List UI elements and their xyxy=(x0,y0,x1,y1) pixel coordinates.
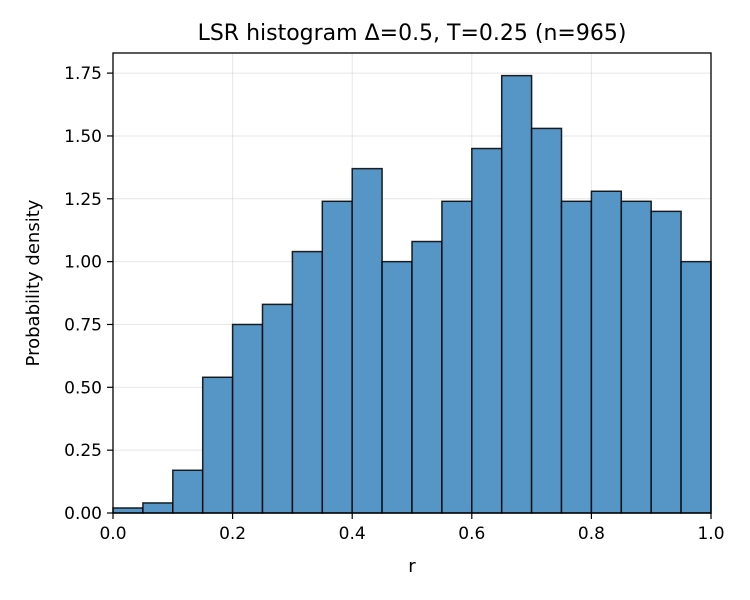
plot-frame xyxy=(112,52,712,514)
x-tick-label: 0.0 xyxy=(99,524,126,544)
histogram-bar xyxy=(291,250,324,514)
histogram-bar xyxy=(231,323,264,514)
y-tick-label: 1.75 xyxy=(64,64,102,84)
y-tick-label: 0.25 xyxy=(64,441,102,461)
y-tick-label: 0.50 xyxy=(64,378,102,398)
histogram-bar xyxy=(142,502,174,514)
histogram-bar xyxy=(650,210,682,514)
y-tick-label: 0.75 xyxy=(64,315,102,335)
histogram-bar xyxy=(590,190,623,514)
histogram-bar xyxy=(530,127,563,514)
y-axis-label: Probability density xyxy=(23,199,44,366)
y-axis: 0.00 0.25 0.50 0.75 1.00 1.25 1.50 1.75 xyxy=(64,64,113,524)
histogram-bar xyxy=(471,147,503,514)
x-tick-label: 0.6 xyxy=(458,524,485,544)
histogram-bar xyxy=(620,200,652,514)
x-tick-label: 0.4 xyxy=(339,524,366,544)
histogram-bar xyxy=(172,469,204,514)
histogram-bar xyxy=(201,376,234,514)
histogram-bar xyxy=(261,303,294,514)
x-tick-label: 1.0 xyxy=(697,524,724,544)
histogram-bar xyxy=(411,240,443,514)
histogram-bar xyxy=(441,200,473,514)
x-tick-label: 0.8 xyxy=(578,524,605,544)
y-tick-label: 1.25 xyxy=(64,190,102,210)
histogram-bar xyxy=(351,167,383,514)
histogram-bar xyxy=(321,200,353,514)
y-tick-label: 1.00 xyxy=(64,253,102,273)
bars xyxy=(112,74,712,514)
histogram-bar xyxy=(381,260,413,514)
chart-title: LSR histogram Δ=0.5, T=0.25 (n=965) xyxy=(198,21,627,46)
histogram-bar xyxy=(112,507,144,514)
x-axis-label: r xyxy=(408,556,416,577)
histogram-bar xyxy=(680,260,712,514)
y-tick-label: 0.00 xyxy=(64,504,102,524)
histogram-bar xyxy=(560,200,593,514)
y-tick-label: 1.50 xyxy=(64,127,102,147)
x-tick-label: 0.2 xyxy=(219,524,246,544)
histogram-bar xyxy=(500,74,533,514)
x-axis: 0.0 0.2 0.4 0.6 0.8 1.0 xyxy=(99,513,725,544)
